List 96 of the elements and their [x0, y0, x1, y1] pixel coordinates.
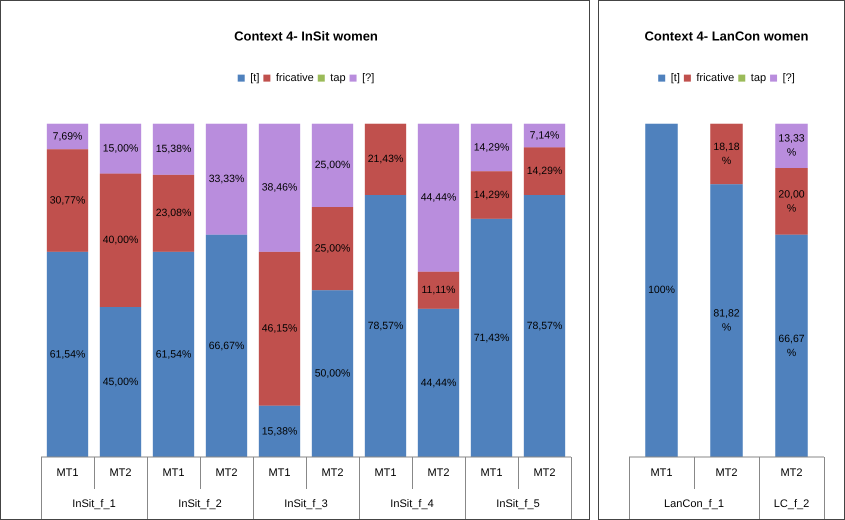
x-tick-label: MT2 — [716, 467, 738, 480]
data-label: 81,82 % — [713, 307, 740, 334]
bar — [312, 206, 354, 290]
x-tick-label: MT1 — [162, 467, 184, 480]
bar — [418, 272, 460, 309]
data-label: 14,29% — [474, 188, 510, 201]
data-label: 7,69% — [52, 130, 82, 142]
bar — [100, 124, 142, 174]
data-label: 66,67 % — [778, 332, 805, 359]
data-label: 61,54% — [156, 348, 192, 360]
data-label: 78,57% — [526, 320, 562, 332]
x-tick-label: MT2 — [322, 467, 344, 480]
data-label: 14,29% — [526, 165, 562, 178]
bar — [312, 290, 354, 457]
data-label: 30,77% — [50, 194, 86, 206]
data-label: 50,00% — [314, 368, 350, 380]
text: LC_f_2 — [774, 498, 810, 510]
bar — [258, 124, 300, 252]
text: InSit_f_1 — [72, 498, 116, 510]
data-label: 20,00 % — [778, 188, 805, 214]
bar — [470, 171, 512, 219]
bar — [775, 234, 808, 457]
bar — [470, 124, 512, 172]
x-tick-label: MT1 — [56, 467, 78, 480]
data-label: 15,00% — [102, 142, 138, 154]
bar — [645, 124, 678, 457]
text: InSit_f_4 — [390, 498, 434, 510]
legend-label: tap — [750, 72, 766, 84]
data-label: 13,33 % — [778, 132, 805, 159]
x-tick-label: MT2 — [534, 467, 556, 480]
data-label: 23,08% — [156, 207, 192, 220]
bar — [258, 252, 300, 406]
data-label: 100% — [648, 284, 675, 296]
data-label: 18,18 % — [713, 140, 740, 167]
legend-label: [t] — [250, 72, 260, 84]
x-tick-label: MT2 — [780, 467, 802, 480]
data-label: 21,43% — [368, 153, 404, 166]
bar — [152, 124, 194, 175]
data-label: 71,43% — [474, 332, 510, 344]
bar — [152, 252, 194, 457]
x-tick-label: MT1 — [480, 467, 502, 480]
bar — [710, 124, 743, 184]
x-tick-label: MT1 — [374, 467, 396, 480]
bar — [418, 308, 460, 457]
bar — [206, 234, 248, 457]
bar — [46, 252, 88, 457]
bar — [775, 124, 808, 168]
data-label: 33,33% — [208, 173, 244, 186]
data-label: 78,57% — [368, 320, 404, 332]
legend-label: [t] — [670, 72, 680, 84]
data-label: 15,38% — [262, 425, 298, 438]
x-tick-label: MT2 — [110, 467, 132, 480]
text: InSit_f_3 — [284, 498, 328, 510]
x-tick-label: MT2 — [428, 467, 450, 480]
bar — [46, 149, 88, 252]
data-label: 15,38% — [156, 143, 192, 156]
data-label: 45,00% — [102, 376, 138, 388]
x-tick-label: MT1 — [650, 467, 672, 480]
data-label: 61,54% — [50, 348, 86, 360]
bar — [258, 406, 300, 457]
x-tick-label: MT2 — [216, 467, 238, 480]
bar — [775, 168, 808, 235]
data-label: 7,14% — [530, 129, 560, 142]
legend-label: tap — [330, 72, 346, 84]
data-label: 25,00% — [314, 242, 350, 255]
data-label: 44,44% — [420, 376, 456, 389]
data-label: 40,00% — [102, 234, 138, 246]
legend-label: fricative — [696, 72, 734, 84]
data-label: 66,67% — [208, 340, 244, 352]
bar — [710, 184, 743, 457]
data-label: 38,46% — [262, 182, 298, 194]
data-label: 14,29% — [474, 141, 510, 154]
bar — [100, 306, 142, 457]
bar — [418, 124, 460, 272]
text: InSit_f_5 — [496, 498, 540, 510]
chart-title: Context 4- InSit women — [234, 28, 378, 44]
text: InSit_f_2 — [178, 498, 222, 510]
x-tick-label: MT1 — [268, 467, 290, 480]
bar — [364, 195, 406, 457]
data-label: 46,15% — [262, 322, 298, 335]
legend-label: [?] — [782, 72, 795, 84]
legend-label: fricative — [276, 72, 314, 84]
data-label: 25,00% — [314, 159, 350, 172]
bar — [470, 218, 512, 457]
bar — [152, 174, 194, 252]
bar — [312, 124, 354, 207]
bar — [364, 124, 406, 196]
bar — [206, 124, 248, 235]
bar — [524, 195, 566, 457]
text: LanCon_f_1 — [664, 498, 724, 510]
data-label: 44,44% — [420, 192, 456, 204]
chart-title: Context 4- LanCon women — [644, 28, 809, 44]
bar — [100, 174, 142, 307]
bar — [524, 147, 566, 196]
legend-label: [?] — [362, 72, 374, 84]
data-label: 11,11% — [421, 284, 456, 296]
